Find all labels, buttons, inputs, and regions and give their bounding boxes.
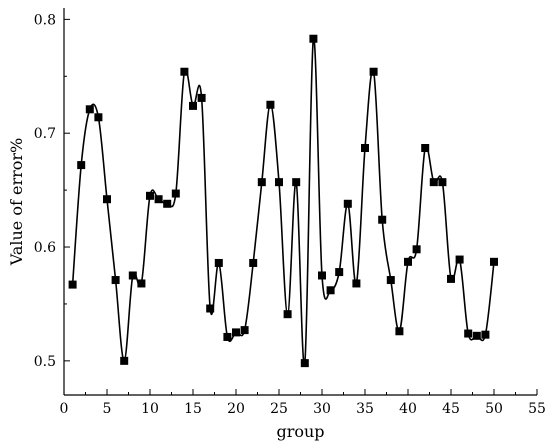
y-tick-label: 0.5 bbox=[34, 354, 56, 370]
x-tick-label: 5 bbox=[103, 401, 112, 417]
data-point bbox=[429, 178, 438, 187]
x-tick-label: 45 bbox=[442, 401, 460, 417]
data-point bbox=[223, 332, 232, 341]
data-point bbox=[214, 258, 223, 267]
data-point bbox=[103, 195, 111, 204]
x-tick-label: 55 bbox=[528, 401, 546, 417]
data-point bbox=[240, 326, 249, 335]
y-ticks: 0.5 0.6 0.7 0.8 bbox=[34, 12, 70, 370]
data-point bbox=[464, 329, 473, 338]
data-point bbox=[335, 268, 344, 277]
x-axis-title: group bbox=[276, 422, 324, 441]
data-point bbox=[438, 178, 447, 187]
data-point bbox=[343, 199, 352, 208]
data-point bbox=[232, 328, 240, 337]
y-tick-label: 0.8 bbox=[34, 12, 56, 28]
x-tick-label: 50 bbox=[485, 401, 503, 417]
data-point bbox=[154, 195, 163, 204]
x-tick-label: 40 bbox=[399, 401, 417, 417]
data-point bbox=[275, 178, 283, 187]
data-point bbox=[352, 279, 361, 288]
y-tick-label: 0.7 bbox=[34, 126, 56, 142]
plot-area bbox=[68, 34, 498, 368]
data-point bbox=[120, 356, 129, 365]
data-point bbox=[455, 255, 464, 264]
data-point bbox=[395, 327, 404, 336]
y-tick-label: 0.6 bbox=[34, 240, 56, 256]
data-point bbox=[171, 189, 180, 198]
data-point bbox=[490, 257, 498, 266]
data-point bbox=[94, 113, 103, 122]
x-tick-label: 25 bbox=[270, 401, 288, 417]
data-point bbox=[146, 191, 154, 200]
data-point bbox=[257, 178, 266, 187]
x-tick-label: 15 bbox=[184, 401, 202, 417]
data-point bbox=[421, 144, 430, 153]
data-point bbox=[283, 310, 292, 319]
data-point bbox=[189, 101, 197, 110]
data-point bbox=[249, 258, 258, 267]
data-point bbox=[77, 161, 86, 170]
data-point bbox=[163, 199, 172, 208]
data-point bbox=[326, 286, 335, 295]
x-tick-label: 30 bbox=[313, 401, 331, 417]
data-point bbox=[472, 331, 481, 340]
x-ticks: 0 5 10 15 20 25 30 35 40 45 50 55 bbox=[60, 389, 546, 417]
data-point bbox=[206, 304, 215, 313]
data-point bbox=[318, 271, 326, 280]
data-point bbox=[68, 280, 77, 289]
data-point bbox=[137, 279, 146, 288]
data-point bbox=[85, 105, 94, 114]
data-point bbox=[292, 178, 301, 187]
data-point bbox=[128, 271, 137, 280]
data-point bbox=[404, 257, 412, 266]
data-point bbox=[309, 34, 318, 43]
series-line bbox=[71, 37, 495, 366]
data-point bbox=[386, 276, 395, 285]
x-tick-label: 0 bbox=[60, 401, 69, 417]
data-point bbox=[300, 359, 309, 368]
data-point bbox=[266, 100, 275, 109]
data-point bbox=[180, 67, 189, 76]
data-point bbox=[378, 215, 387, 224]
y-axis-title: Value of error% bbox=[7, 138, 26, 267]
data-point bbox=[369, 67, 378, 76]
data-point bbox=[111, 276, 120, 285]
data-point bbox=[447, 274, 455, 283]
data-point bbox=[412, 245, 421, 254]
x-tick-label: 20 bbox=[227, 401, 245, 417]
x-tick-label: 10 bbox=[141, 401, 159, 417]
data-point bbox=[361, 144, 369, 153]
x-tick-label: 35 bbox=[356, 401, 374, 417]
data-point bbox=[197, 93, 206, 102]
data-point bbox=[481, 330, 490, 339]
